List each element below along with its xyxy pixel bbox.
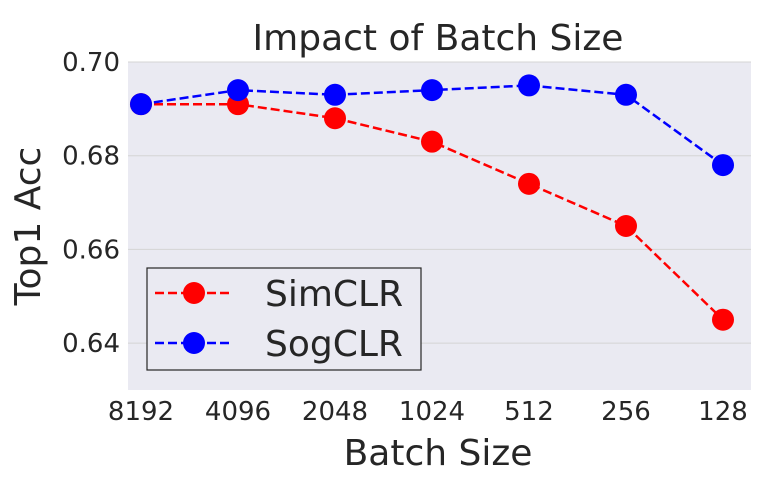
sogclr-point (518, 74, 540, 97)
legend-simclr-label: SimCLR (265, 274, 403, 315)
x-tick-label: 8192 (108, 397, 174, 427)
y-axis-label: Top1 Acc (8, 147, 49, 307)
simclr-point (518, 172, 540, 195)
y-axis-ticks: 0.64 0.66 0.68 0.70 (62, 48, 120, 359)
sogclr-point (324, 83, 346, 106)
x-tick-label: 512 (504, 397, 554, 427)
y-tick-label: 0.66 (62, 235, 120, 265)
sogclr-point (615, 83, 637, 106)
x-tick-label: 256 (601, 397, 651, 427)
x-axis-label: Batch Size (344, 433, 533, 474)
y-tick-label: 0.64 (62, 329, 120, 359)
y-tick-label: 0.68 (62, 142, 120, 172)
legend-sogclr-marker (183, 332, 205, 354)
chart-title: Impact of Batch Size (253, 18, 624, 59)
x-axis-ticks: 8192 4096 2048 1024 512 256 128 (108, 397, 748, 427)
x-tick-label: 128 (698, 397, 748, 427)
legend: SimCLR SogCLR (146, 267, 422, 371)
sogclr-point (227, 79, 249, 102)
sogclr-point (712, 154, 734, 177)
simclr-point (615, 215, 637, 237)
series-layer (130, 74, 734, 331)
x-tick-label: 2048 (302, 397, 368, 427)
legend-simclr-marker (183, 282, 205, 304)
legend-sogclr-label: SogCLR (265, 324, 403, 365)
x-tick-label: 1024 (399, 397, 465, 427)
simclr-point (324, 107, 346, 130)
sogclr-point (130, 93, 152, 116)
simclr-point (421, 130, 443, 153)
y-tick-label: 0.70 (62, 48, 120, 78)
sogclr-point (421, 79, 443, 102)
x-tick-label: 4096 (205, 397, 271, 427)
simclr-point (712, 308, 734, 331)
